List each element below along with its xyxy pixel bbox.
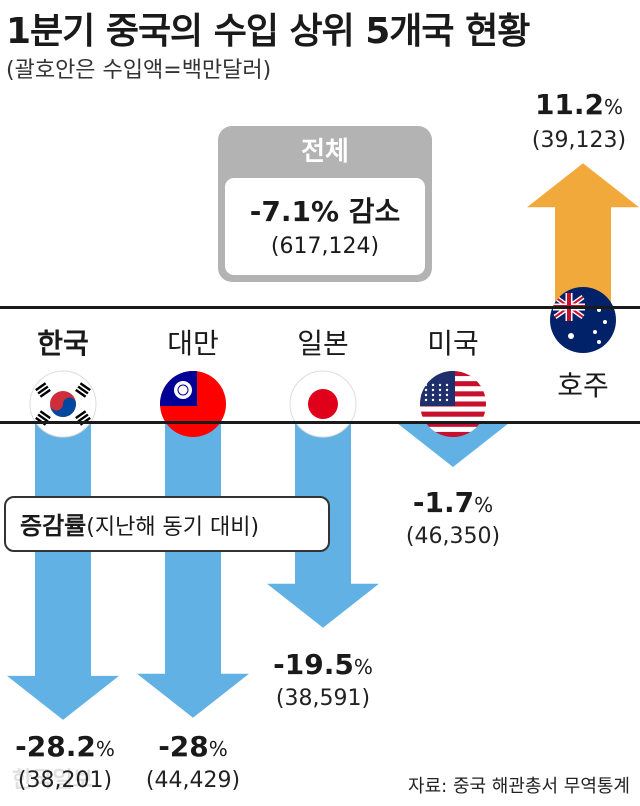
pct-unit-usa: % — [474, 493, 494, 517]
legend-bold: 증감률 — [20, 512, 87, 540]
pct-value-usa: -1.7 — [412, 486, 475, 519]
lower-baseline — [0, 421, 640, 424]
pct-unit-korea: % — [95, 737, 115, 761]
pct-value-australia: 11.2 — [534, 88, 605, 121]
source-note: 자료: 중국 해관총서 무역통계 — [408, 776, 630, 797]
total-amount: (617,124) — [270, 234, 380, 259]
amount-label-japan: (38,591) — [275, 686, 371, 711]
japan-flag-icon — [289, 370, 357, 438]
legend-box: 증감률(지난해 동기 대비) — [4, 496, 330, 552]
total-box: 전체 -7.1% 감소 (617,124) — [218, 126, 432, 282]
decrease-arrow-0 — [7, 421, 119, 720]
pct-unit-australia: % — [604, 95, 624, 119]
total-label: 전체 — [301, 137, 349, 167]
pct-unit-taiwan: % — [208, 737, 228, 761]
total-value: -7.1% 감소 — [249, 195, 401, 228]
legend-rest: (지난해 동기 대비) — [86, 515, 260, 540]
increase-arrow-4 — [527, 163, 639, 306]
australia-flag-icon — [550, 287, 616, 353]
decrease-arrow-3 — [397, 421, 509, 467]
pct-label-taiwan: -28% — [128, 730, 258, 763]
pct-label-usa: -1.7% — [388, 486, 518, 519]
pct-value-taiwan: -28 — [158, 730, 209, 763]
country-label-korea: 한국 — [37, 327, 89, 360]
page-subtitle: (괄호안은 수입액=백만달러) — [6, 58, 272, 83]
amount-label-usa: (46,350) — [405, 524, 501, 549]
pct-label-korea: -28.2% — [0, 730, 130, 763]
page-title: 1분기 중국의 수입 상위 5개국 현황 — [6, 11, 530, 52]
country-label-australia: 호주 — [557, 369, 609, 402]
amount-label-korea: (38,201) — [17, 768, 113, 793]
usa-flag-icon — [420, 371, 486, 437]
pct-value-korea: -28.2 — [15, 730, 96, 763]
amount-label-taiwan: (44,429) — [145, 768, 241, 793]
country-label-taiwan: 대만 — [167, 327, 219, 360]
pct-unit-japan: % — [353, 655, 373, 679]
country-label-usa: 미국 — [427, 327, 479, 360]
pct-label-australia: 11.2% — [518, 88, 640, 121]
decrease-arrow-1 — [137, 421, 249, 718]
south-korea-flag-icon — [29, 370, 97, 438]
taiwan-flag-icon — [160, 371, 226, 437]
amount-label-australia: (39,123) — [531, 128, 627, 153]
upper-baseline — [0, 306, 640, 309]
pct-value-japan: -19.5 — [273, 648, 354, 681]
pct-label-japan: -19.5% — [258, 648, 388, 681]
total-inner: -7.1% 감소 (617,124) — [225, 178, 425, 275]
country-label-japan: 일본 — [297, 327, 349, 360]
watermark: 한국일보 — [12, 768, 93, 793]
